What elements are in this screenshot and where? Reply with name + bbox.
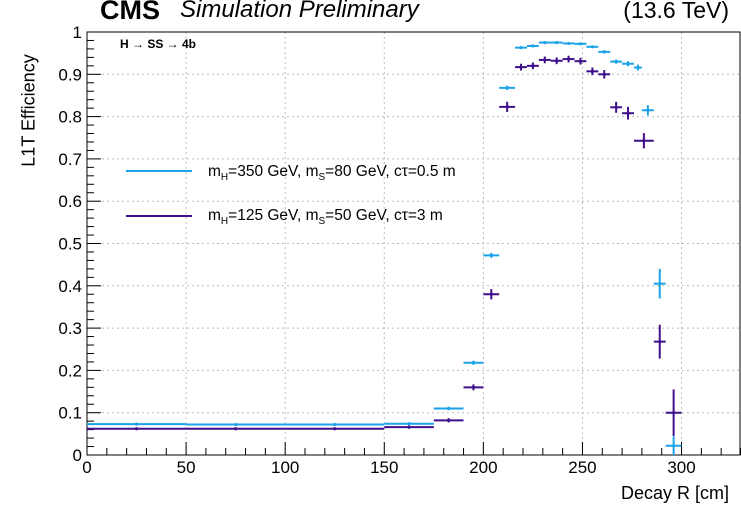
data-point-s2 — [610, 101, 623, 113]
data-point-s1 — [463, 360, 484, 365]
data-point-s1 — [622, 61, 634, 67]
y-tick-label: 0.5 — [58, 235, 82, 254]
data-point-s1 — [562, 41, 575, 46]
x-tick-label: 0 — [82, 458, 91, 477]
data-point-s2 — [526, 62, 539, 70]
data-point-s2 — [515, 63, 527, 71]
data-point-s1 — [550, 40, 563, 45]
energy-label: (13.6 TeV) — [623, 0, 729, 23]
data-point-s1 — [285, 422, 385, 427]
data-point-s2 — [622, 106, 634, 120]
data-point-s2 — [665, 389, 682, 436]
y-tick-label: 0.1 — [58, 404, 82, 423]
cms-label: CMS — [100, 0, 160, 25]
data-point-s1 — [665, 436, 682, 455]
data-point-s1 — [515, 46, 527, 50]
x-tick-label: 100 — [271, 458, 299, 477]
data-point-s1 — [499, 85, 516, 90]
data-point-s2 — [586, 67, 599, 76]
x-tick-label: 200 — [469, 458, 497, 477]
y-tick-label: 0.3 — [58, 319, 82, 338]
x-tick-label: 150 — [370, 458, 398, 477]
data-point-s2 — [384, 425, 434, 429]
data-point-s1 — [526, 44, 539, 48]
data-point-s1 — [598, 50, 611, 54]
data-point-s2 — [538, 56, 551, 64]
data-point-s2 — [598, 70, 611, 79]
data-point-s2 — [433, 418, 464, 423]
simulation-preliminary-label: Simulation Preliminary — [180, 0, 419, 23]
legend-entry-1-label: mH=350 GeV, mS=80 GeV, cτ=0.5 m — [208, 163, 456, 184]
data-point-s2 — [483, 289, 500, 300]
data-point-s1 — [186, 422, 286, 427]
data-point-s1 — [610, 59, 623, 64]
data-point-s2 — [463, 384, 484, 391]
y-tick-label: 0.7 — [58, 150, 82, 169]
x-axis-label: Decay R [cm] — [620, 483, 729, 503]
x-tick-label: 250 — [568, 458, 596, 477]
y-tick-label: 0.9 — [58, 65, 82, 84]
data-point-s2 — [285, 427, 385, 431]
data-point-s2 — [550, 57, 563, 65]
data-point-s1 — [483, 252, 500, 258]
y-tick-label: 1 — [73, 23, 82, 42]
data-point-s2 — [87, 427, 187, 431]
data-point-s2 — [653, 324, 666, 359]
legend-entry-2-label: mH=125 GeV, mS=50 GeV, cτ=3 m — [208, 207, 443, 228]
data-point-s1 — [87, 422, 187, 426]
data-point-s1 — [586, 45, 599, 49]
data-point-s2 — [562, 55, 575, 63]
data-point-s1 — [433, 406, 464, 411]
y-tick-label: 0.4 — [58, 277, 82, 296]
data-point-s1 — [574, 42, 587, 46]
process-label: H → SS → 4b — [120, 37, 197, 51]
x-tick-label: 50 — [177, 458, 196, 477]
data-point-s2 — [499, 101, 516, 112]
y-tick-label: 0.2 — [58, 361, 82, 380]
data-point-s1 — [653, 268, 666, 299]
data-point-s1 — [538, 40, 551, 45]
data-point-s2 — [633, 133, 654, 149]
data-point-s1 — [633, 64, 642, 71]
x-tick-label: 300 — [667, 458, 695, 477]
y-tick-label: 0.6 — [58, 192, 82, 211]
data-point-s1 — [641, 105, 654, 116]
data-point-s2 — [186, 427, 286, 431]
y-axis-label: L1T Efficiency — [18, 54, 39, 167]
y-tick-label: 0 — [73, 446, 82, 465]
y-tick-label: 0.8 — [58, 108, 82, 127]
data-point-s1 — [384, 422, 434, 426]
data-point-s2 — [574, 57, 587, 65]
